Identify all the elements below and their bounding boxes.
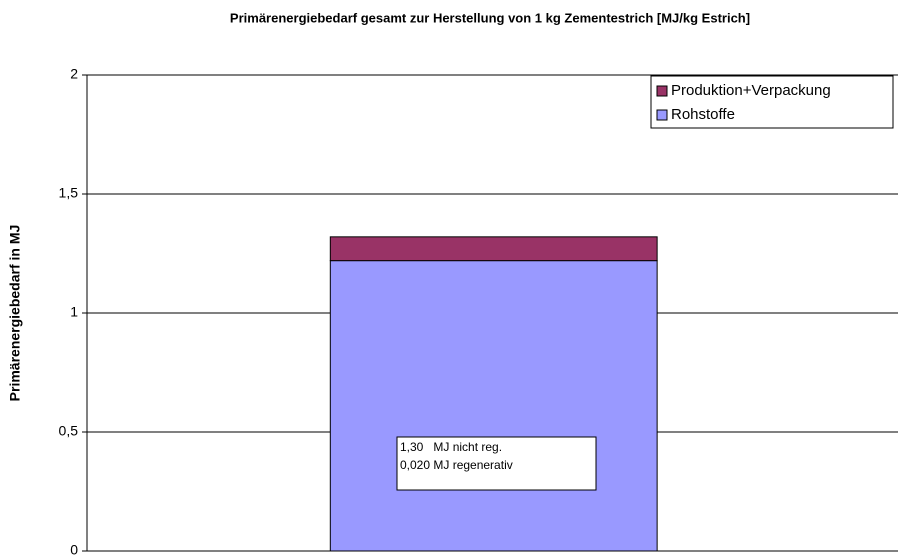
y-tick-label: 2 (70, 66, 78, 82)
y-tick-label: 1,5 (59, 185, 79, 201)
bar (329, 236, 658, 262)
y-tick-label: 0 (70, 542, 78, 557)
bar (329, 260, 658, 552)
legend-swatch (656, 109, 668, 121)
legend-label: Produktion+Verpackung (671, 82, 831, 99)
y-tick-label: 1 (70, 304, 78, 320)
legend-label: Rohstoffe (671, 106, 735, 123)
annotation: 0,020 MJ regenerativ (400, 458, 513, 472)
legend (650, 75, 894, 129)
annotation-box (396, 436, 597, 491)
y-tick-label: 0,5 (59, 423, 79, 439)
y-axis-label: Primärenergiebedarf in MJ (7, 225, 23, 402)
legend-swatch (656, 85, 668, 97)
annotation: 1,30 MJ nicht reg. (400, 440, 502, 454)
chart-title: Primärenergiebedarf gesamt zur Herstellu… (230, 10, 750, 25)
